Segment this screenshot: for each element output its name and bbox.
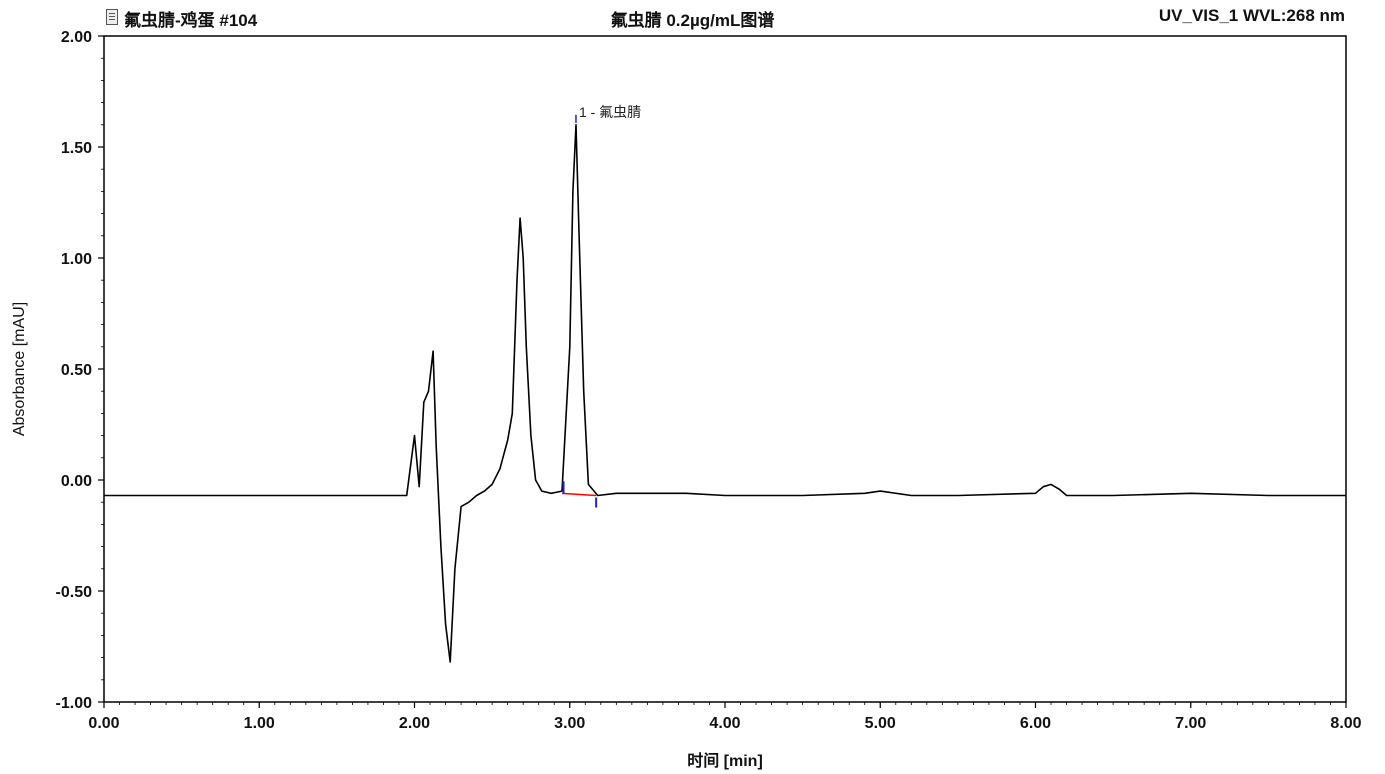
axes-layer: 0.00 1.00 2.00 3.00 4.00 5.00 6.00 7.00 8.00 -1.0…: [11, 29, 1362, 770]
chromatogram-line: [104, 124, 1346, 663]
y-tick-label: 1.50: [61, 140, 92, 157]
plot-frame: [103, 35, 1347, 703]
sample-name: 氟虫腈-鸡蛋 #104: [124, 11, 258, 30]
x-tick-label: 0.00: [88, 715, 119, 732]
peak-baseline: [561, 492, 597, 497]
channel-label: UV_VIS_1 WVL:268 nm: [1158, 6, 1345, 25]
x-tick-label: 7.00: [1175, 715, 1206, 732]
x-tick-label: 4.00: [709, 715, 740, 732]
x-tick-label: 8.00: [1330, 715, 1361, 732]
series-layer: [104, 124, 1346, 663]
document-icon: [106, 9, 118, 25]
marks-layer: 1 - 氟虫腈: [561, 104, 641, 508]
y-tick-label: 0.00: [61, 473, 92, 490]
x-tick-label: 5.00: [865, 715, 896, 732]
y-tick-label: 0.50: [61, 362, 92, 379]
y-axis-label: Absorbance [mAU]: [11, 302, 28, 436]
y-tick-label: 1.00: [61, 251, 92, 268]
y-tick-label: 2.00: [61, 29, 92, 46]
x-tick-label: 6.00: [1020, 715, 1051, 732]
x-tick-label: 2.00: [399, 715, 430, 732]
x-tick-label: 1.00: [244, 715, 275, 732]
y-tick-label: -1.00: [56, 695, 93, 712]
x-axis-label: 时间 [min]: [687, 751, 763, 770]
x-tick-label: 3.00: [554, 715, 585, 732]
y-tick-label: -0.50: [56, 584, 93, 601]
peak-label: 1 - 氟虫腈: [579, 104, 641, 120]
chart-title: 氟虫腈 0.2µg/mL图谱: [610, 11, 775, 30]
